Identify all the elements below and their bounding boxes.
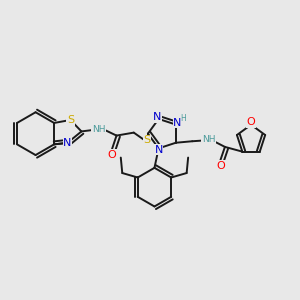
Text: O: O bbox=[216, 161, 225, 171]
Text: H: H bbox=[181, 114, 187, 123]
Text: O: O bbox=[247, 117, 255, 128]
Text: O: O bbox=[108, 150, 116, 160]
Text: N: N bbox=[63, 138, 72, 148]
Text: NH: NH bbox=[92, 124, 105, 134]
Text: S: S bbox=[143, 135, 150, 145]
Text: N: N bbox=[173, 118, 182, 128]
Text: N: N bbox=[153, 112, 161, 122]
Text: NH: NH bbox=[202, 135, 215, 144]
Text: S: S bbox=[67, 115, 74, 125]
Text: N: N bbox=[154, 145, 163, 154]
